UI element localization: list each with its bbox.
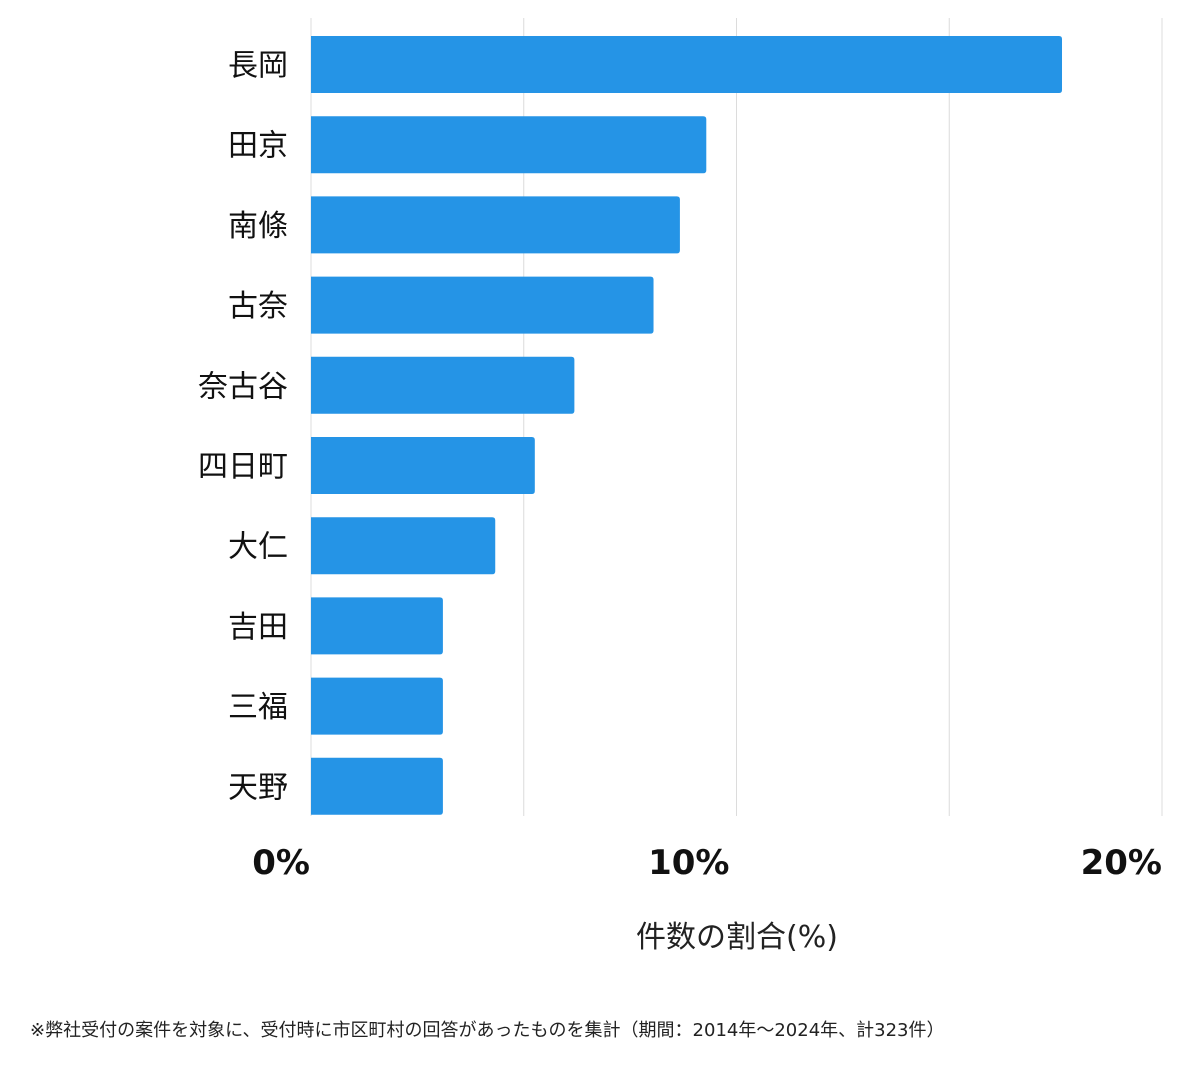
bar — [311, 116, 707, 174]
bar — [311, 196, 680, 254]
bar — [311, 36, 1063, 93]
category-label: 長岡 — [228, 49, 288, 84]
bar — [310, 276, 654, 334]
category-label: 奈古谷 — [198, 369, 288, 404]
category-label: 古奈 — [228, 289, 288, 324]
category-label: 南條 — [228, 209, 288, 244]
footnote: ※弊社受付の案件を対象に、受付時に市区町村の回答があったものを集計（期間：201… — [30, 1020, 945, 1041]
bars — [310, 36, 1063, 815]
category-label: 三福 — [228, 690, 288, 725]
bar — [311, 517, 496, 575]
x-tick-labels: 0% 10% 20% — [252, 843, 1162, 883]
bar — [311, 356, 575, 414]
category-label: 吉田 — [228, 610, 288, 645]
x-tick-label: 20% — [1081, 843, 1162, 883]
category-label: 天野 — [228, 770, 288, 805]
x-tick-label: 0% — [252, 843, 310, 883]
x-tick-label: 10% — [648, 843, 729, 883]
category-label: 四日町 — [198, 450, 288, 485]
bar — [311, 597, 443, 655]
bar — [311, 677, 443, 735]
x-axis-label: 件数の割合(%) — [636, 920, 838, 955]
bar — [311, 757, 443, 815]
category-label: 大仁 — [228, 530, 288, 565]
bar — [311, 437, 535, 494]
category-label: 田京 — [228, 129, 288, 164]
